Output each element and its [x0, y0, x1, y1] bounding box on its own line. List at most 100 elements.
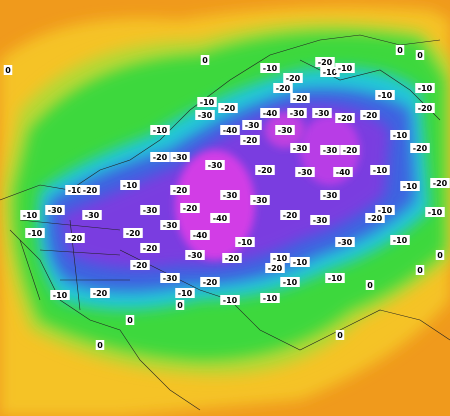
label-box: [120, 180, 140, 190]
contour-label: -20: [343, 146, 358, 155]
contour-label: -20: [318, 58, 333, 67]
label-box: [235, 237, 255, 247]
label-box: [190, 230, 210, 240]
label-box: [95, 340, 105, 350]
label-box: [185, 250, 205, 260]
contour-label: -10: [373, 166, 388, 175]
label-box: [260, 63, 280, 73]
contour-label: -20: [268, 264, 283, 273]
label-box: [335, 113, 355, 123]
contour-label: -20: [221, 104, 236, 113]
label-box: [333, 167, 353, 177]
label-box: [180, 203, 200, 213]
contour-label: 0: [5, 66, 11, 75]
label-box: [320, 145, 340, 155]
label-box: [275, 125, 295, 135]
contour-label: -10: [23, 211, 38, 220]
contour-label: 0: [97, 341, 103, 350]
contour-label: -20: [243, 136, 258, 145]
label-box: [175, 300, 185, 310]
label-box: [430, 178, 450, 188]
label-box: [65, 233, 85, 243]
label-box: [415, 265, 425, 275]
label-box: [255, 165, 275, 175]
label-box: [365, 213, 385, 223]
label-box: [200, 55, 210, 65]
label-box: [370, 165, 390, 175]
contour-label: -30: [293, 144, 308, 153]
contour-label: -30: [253, 196, 268, 205]
contour-label: 0: [202, 56, 208, 65]
label-box: [415, 50, 425, 60]
contour-label: -10: [378, 206, 393, 215]
label-box: [280, 277, 300, 287]
contour-label: -20: [173, 186, 188, 195]
label-box: [283, 73, 303, 83]
contour-label: -20: [225, 254, 240, 263]
label-box: [415, 83, 435, 93]
label-box: [170, 152, 190, 162]
label-box: [290, 143, 310, 153]
contour-label: -30: [48, 206, 63, 215]
contour-label: -10: [328, 274, 343, 283]
contour-label: 0: [177, 301, 183, 310]
contour-label: -30: [313, 216, 328, 225]
label-box: [315, 57, 335, 67]
contour-label: -10: [283, 278, 298, 287]
label-box: [320, 190, 340, 200]
contour-label: -10: [28, 229, 43, 238]
contour-label: 0: [437, 251, 443, 260]
label-box: [210, 213, 230, 223]
contour-label: -20: [418, 104, 433, 113]
contour-label: -20: [93, 289, 108, 298]
label-box: [150, 125, 170, 135]
label-box: [200, 277, 220, 287]
label-box: [360, 110, 380, 120]
label-box: [220, 295, 240, 305]
label-box: [20, 210, 40, 220]
contour-label: -20: [203, 278, 218, 287]
contour-label: -10: [123, 181, 138, 190]
contour-label: -20: [286, 74, 301, 83]
label-box: [335, 63, 355, 73]
label-box: [320, 67, 340, 77]
label-box: [280, 210, 300, 220]
label-box: [218, 103, 238, 113]
contour-label: -20: [133, 261, 148, 270]
contour-label: -10: [178, 289, 193, 298]
contour-label: -20: [143, 244, 158, 253]
label-box: [3, 65, 13, 75]
label-box: [340, 145, 360, 155]
label-box: [400, 181, 420, 191]
contour-label: 0: [337, 331, 343, 340]
label-box: [295, 167, 315, 177]
label-box: [270, 253, 290, 263]
label-box: [390, 235, 410, 245]
label-box: [290, 93, 310, 103]
label-box: [150, 152, 170, 162]
label-box: [410, 143, 430, 153]
label-box: [125, 315, 135, 325]
contour-label: -20: [368, 214, 383, 223]
label-box: [170, 185, 190, 195]
label-box: [197, 97, 217, 107]
contour-label: -30: [223, 191, 238, 200]
label-box: [260, 293, 280, 303]
label-box: [160, 220, 180, 230]
contour-label: -10: [403, 182, 418, 191]
label-box: [175, 288, 195, 298]
contour-label: -10: [393, 236, 408, 245]
label-box: [325, 273, 345, 283]
label-box: [265, 263, 285, 273]
label-box: [140, 205, 160, 215]
contour-label: -20: [83, 186, 98, 195]
contour-label: -10: [338, 64, 353, 73]
contour-label: -30: [163, 274, 178, 283]
contour-label: -10: [53, 291, 68, 300]
contour-label: -10: [263, 64, 278, 73]
label-box: [45, 205, 65, 215]
contour-label: -40: [213, 214, 228, 223]
contour-label: -40: [263, 109, 278, 118]
contour-label: -20: [258, 166, 273, 175]
